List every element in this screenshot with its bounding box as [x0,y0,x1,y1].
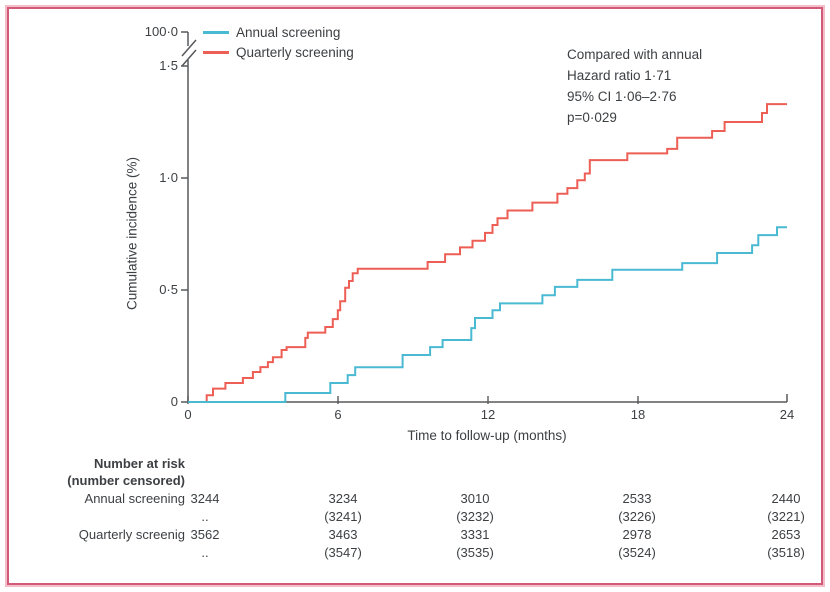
x-tick-label: 12 [480,407,496,422]
risk-row-label-quarterly: Quarterly screenig [78,527,185,542]
y-tick-label: 1·5 [159,58,178,73]
risk-cell-at_risk: 3244 [190,491,220,506]
risk-cell-censored: (3535) [456,545,494,560]
risk-cell-at_risk: 3234 [328,491,358,506]
risk-cell-at_risk: 3463 [328,527,358,542]
quarterly-series-swatch [203,50,229,54]
risk-cell-censored: (3524) [618,545,656,560]
annotation-line: Compared with annual [567,47,703,62]
x-tick-label: 0 [184,407,192,422]
risk-cell-at_risk: 2440 [771,491,801,506]
legend-item-annual: Annual screening [203,22,354,42]
y-axis-break-slashes [181,39,197,67]
y-tick-label: 1·0 [159,170,178,185]
annotation-line: p=0·029 [567,110,617,125]
risk-cell-censored: (3221) [767,509,805,524]
legend-label-annual: Annual screening [236,24,341,40]
annotation-line: 95% CI 1·06–2·76 [567,89,677,104]
risk-cell-at_risk: 3010 [460,491,490,506]
risk-cell-censored: (3518) [767,545,805,560]
risk-cell-censored: (3241) [324,509,362,524]
x-tick-label: 24 [779,407,795,422]
x-axis-ticks [187,396,639,404]
x-axis-title: Time to follow-up (months) [407,428,567,443]
legend: Annual screening Quarterly screening [203,22,354,62]
annual-screening-curve [188,226,787,403]
y-tick-label: 100·0 [144,24,178,39]
risk-table-header: (number censored) [67,473,185,488]
x-tick-label: 6 [334,407,342,422]
legend-label-quarterly: Quarterly screening [236,44,354,60]
risk-table-header: Number at risk [93,456,185,471]
risk-row-label-annual: Annual screening [84,491,185,506]
risk-cell-at_risk: 3562 [190,527,220,542]
y-tick-label: 0 [170,394,178,409]
quarterly-screening-curve [188,103,787,403]
legend-item-quarterly: Quarterly screening [203,42,354,62]
risk-cell-at_risk: 2533 [622,491,652,506]
risk-cell-censored: .. [201,509,209,524]
risk-cell-at_risk: 2978 [622,527,652,542]
annotation-line: Hazard ratio 1·71 [567,68,672,83]
risk-cell-at_risk: 3331 [460,527,490,542]
risk-cell-censored: (3232) [456,509,494,524]
y-tick-label: 0·5 [159,282,178,297]
annotation-block: Compared with annual Hazard ratio 1·71 9… [567,44,702,128]
risk-cell-at_risk: 2653 [771,527,801,542]
y-axis-ticks [181,31,188,403]
risk-cell-censored: .. [201,545,209,560]
risk-cell-censored: (3226) [618,509,656,524]
x-tick-label: 18 [630,407,646,422]
annual-series-swatch [203,30,229,34]
y-axis-title: Cumulative incidence (%) [124,156,140,311]
risk-cell-censored: (3547) [324,545,362,560]
